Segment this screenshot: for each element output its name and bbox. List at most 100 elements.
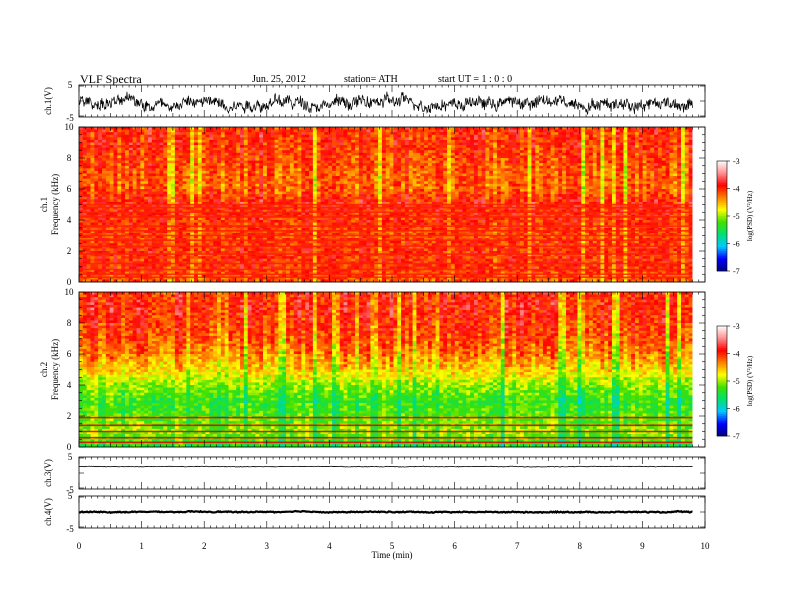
spectrogram-cell (542, 160, 548, 164)
spectrogram-cell (328, 201, 333, 205)
spectrogram-cell (301, 158, 306, 161)
spectrogram-cell (397, 196, 402, 200)
spectrogram-cell (347, 168, 352, 172)
spectrogram-cell (113, 191, 118, 195)
spectrogram-cell (385, 152, 390, 156)
spectrogram-cell (117, 178, 122, 182)
spectrogram-cell (224, 186, 229, 190)
spectrogram-cell (531, 132, 536, 136)
spectrogram-cell (324, 204, 329, 208)
spectrogram-cell (209, 196, 214, 200)
spectrogram-cell (171, 191, 176, 195)
spectrogram-cell (148, 201, 153, 205)
spectrogram-cell (654, 194, 659, 198)
spectrogram-cell (404, 199, 410, 203)
spectrogram-cell (554, 196, 559, 200)
spectrogram-cell (328, 142, 333, 146)
spectrogram-cell (443, 199, 448, 203)
spectrogram-cell (427, 183, 433, 187)
spectrogram-cell (94, 129, 99, 133)
spectrogram-cell (381, 201, 387, 205)
spectrogram-cell (174, 155, 180, 159)
spectrogram-cell (136, 129, 141, 133)
spectrogram-cell (167, 199, 172, 203)
spectrogram-cell (554, 152, 559, 156)
spectrogram-cell (286, 132, 291, 136)
spectrogram-cell (370, 165, 375, 169)
spectrogram-cell (562, 132, 567, 136)
spectrogram-cell (385, 139, 390, 143)
spectrogram-cell (569, 181, 575, 185)
spectrogram-cell (190, 194, 195, 198)
spectrogram-cell (117, 170, 122, 174)
spectrogram-cell (623, 176, 628, 180)
spectrogram-cell (98, 196, 103, 200)
spectrogram-cell (209, 194, 214, 198)
spectrogram-cell (654, 176, 659, 180)
spectrogram-cell (665, 160, 670, 164)
spectrogram-cell (209, 181, 214, 185)
spectrogram-cell (546, 158, 552, 161)
spectrogram-cell (240, 183, 245, 187)
spectrogram-cell (569, 191, 575, 195)
spectrogram-cell (259, 134, 264, 138)
spectrogram-cell (485, 170, 490, 174)
spectrogram-cell (378, 163, 383, 167)
spectrogram-cell (293, 163, 298, 167)
spectrogram-cell (332, 186, 337, 190)
spectrogram-cell (619, 170, 624, 174)
spectrogram-cell (657, 183, 663, 187)
spectrogram-cell (128, 150, 134, 154)
spectrogram-cell (205, 178, 210, 182)
spectrogram-cell (301, 155, 306, 159)
spectrogram-cell (343, 160, 348, 164)
spectrogram-cell (477, 168, 482, 172)
spectrogram-cell (178, 160, 183, 164)
spectrogram-cell (378, 176, 383, 180)
spectrogram-cell (332, 129, 337, 133)
spectrogram-cell (481, 178, 486, 182)
spectrogram-cell (493, 127, 498, 130)
spectrogram-cell (79, 147, 84, 151)
spectrogram-cell (611, 196, 617, 200)
spectrogram-cell (109, 201, 114, 205)
spectrogram-cell (86, 145, 91, 149)
spectrogram-cell (554, 158, 559, 161)
spectrogram-cell (186, 160, 191, 164)
spectrogram-cell (565, 142, 571, 146)
spectrogram-cell (270, 145, 275, 149)
spectrogram-cell (562, 137, 567, 141)
spectrogram-cell (424, 134, 429, 138)
spectrogram-cell (523, 176, 528, 180)
spectrogram-cell (577, 137, 582, 141)
spectrogram-cell (297, 134, 302, 138)
spectrogram-cell (259, 194, 264, 198)
spectrogram-cell (98, 201, 103, 205)
spectrogram-cell (588, 160, 594, 164)
spectrogram-cell (174, 199, 180, 203)
spectrogram-cell (519, 142, 525, 146)
spectrogram-cell (132, 199, 137, 203)
spectrogram-cell (477, 201, 482, 205)
spectrogram-cell (661, 129, 667, 133)
spectrogram-cell (194, 191, 199, 195)
spectrogram-cell (539, 165, 544, 169)
spectrogram-cell (228, 137, 233, 141)
spectrogram-cell (136, 173, 141, 177)
spectrogram-cell (608, 194, 613, 198)
spectrogram-cell (140, 150, 145, 154)
spectrogram-cell (355, 189, 360, 192)
spectrogram-cell (159, 183, 164, 187)
spectrogram-cell (393, 160, 398, 164)
spectrogram-cell (151, 204, 157, 208)
spectrogram-cell (113, 134, 118, 138)
spectrogram-cell (286, 201, 291, 205)
spectrogram-cell (623, 142, 628, 146)
spectrogram-cell (278, 145, 283, 149)
spectrogram-cell (416, 139, 421, 143)
spectrogram-cell (309, 165, 314, 169)
spectrogram-cell (201, 150, 206, 154)
spectrogram-cell (427, 201, 433, 205)
spectrogram-cell (174, 196, 180, 200)
spectrogram-cell (493, 178, 498, 182)
